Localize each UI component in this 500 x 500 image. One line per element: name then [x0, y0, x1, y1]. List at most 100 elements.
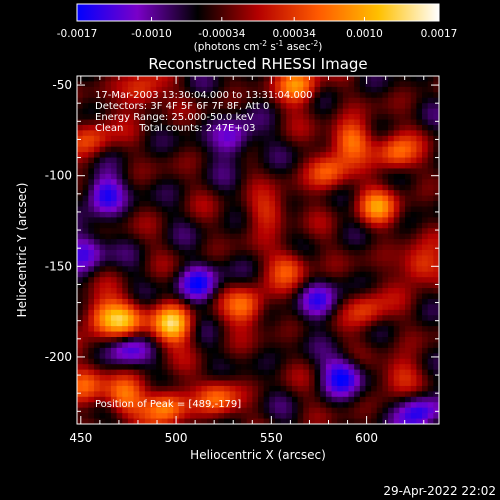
heatmap-cell	[241, 239, 248, 246]
heatmap-cell	[88, 130, 95, 137]
heatmap-cell	[139, 315, 146, 322]
heatmap-cell	[325, 385, 333, 392]
heatmap-cell	[156, 369, 163, 376]
heatmap-cell	[433, 250, 439, 257]
heatmap-cell	[422, 190, 429, 197]
heatmap-cell	[393, 135, 401, 142]
heatmap-cell	[388, 288, 395, 295]
heatmap-cell	[269, 206, 276, 213]
heatmap-cell	[348, 298, 355, 305]
heatmap-cell	[224, 97, 231, 104]
heatmap-cell	[167, 244, 174, 251]
heatmap-cell	[382, 190, 389, 197]
heatmap-cell	[320, 331, 327, 338]
heatmap-cell	[144, 179, 152, 186]
heatmap-cell	[133, 418, 140, 424]
heatmap-cell	[269, 413, 276, 420]
heatmap-cell	[286, 369, 293, 376]
heatmap-cell	[201, 239, 208, 246]
heatmap-cell	[144, 402, 152, 409]
heatmap-cell	[150, 342, 157, 349]
heatmap-cell	[382, 206, 389, 213]
heatmap-cell	[382, 135, 389, 142]
heatmap-cell	[303, 298, 310, 305]
heatmap-cell	[235, 114, 242, 121]
heatmap-cell	[212, 337, 220, 344]
heatmap-cell	[382, 396, 389, 403]
heatmap-cell	[410, 380, 417, 387]
heatmap-cell	[291, 130, 299, 137]
heatmap-cell	[207, 81, 214, 88]
heatmap-cell	[286, 244, 293, 251]
heatmap-cell	[399, 347, 406, 354]
heatmap-cell	[325, 326, 333, 333]
heatmap-cell	[77, 396, 84, 403]
heatmap-cell	[246, 173, 253, 180]
heatmap-cell	[161, 157, 169, 164]
heatmap-cell	[77, 81, 84, 88]
heatmap-cell	[235, 92, 242, 99]
heatmap-cell	[246, 233, 253, 240]
heatmap-cell	[393, 396, 401, 403]
heatmap-cell	[173, 364, 180, 371]
heatmap-cell	[376, 353, 384, 360]
heatmap-cell	[399, 179, 406, 186]
heatmap-cell	[286, 233, 293, 240]
heatmap-cell	[286, 288, 293, 295]
heatmap-cell	[263, 157, 270, 164]
heatmap-cell	[388, 239, 395, 246]
heatmap-cell	[178, 337, 186, 344]
heatmap-cell	[342, 222, 350, 229]
heatmap-cell	[235, 195, 242, 202]
heatmap-cell	[422, 293, 429, 300]
heatmap-cell	[269, 157, 276, 164]
heatmap-cell	[156, 244, 163, 251]
heatmap-cell	[382, 124, 389, 131]
heatmap-cell	[218, 157, 225, 164]
heatmap-cell	[82, 277, 89, 284]
heatmap-cell	[393, 97, 401, 104]
heatmap-cell	[371, 124, 378, 131]
heatmap-cell	[127, 81, 135, 88]
heatmap-cell	[127, 407, 135, 414]
heatmap-cell	[416, 135, 423, 142]
heatmap-cell	[274, 244, 282, 251]
heatmap-cell	[274, 304, 282, 311]
heatmap-cell	[116, 407, 123, 414]
heatmap-cell	[235, 146, 242, 153]
heatmap-cell	[297, 358, 304, 365]
heatmap-cell	[416, 152, 423, 159]
heatmap-cell	[82, 347, 89, 354]
heatmap-cell	[314, 195, 321, 202]
heatmap-cell	[139, 380, 146, 387]
heatmap-cell	[184, 211, 191, 218]
heatmap-cell	[405, 418, 412, 424]
heatmap-cell	[399, 342, 406, 349]
heatmap-cell	[303, 168, 310, 175]
heatmap-cell	[405, 173, 412, 180]
heatmap-cell	[105, 320, 112, 327]
heatmap-cell	[252, 250, 259, 257]
heatmap-cell	[286, 135, 293, 142]
heatmap-cell	[88, 233, 95, 240]
heatmap-cell	[393, 260, 401, 267]
heatmap-cell	[297, 119, 304, 126]
heatmap-cell	[178, 135, 186, 142]
heatmap-cell	[127, 271, 135, 278]
heatmap-cell	[144, 152, 152, 159]
heatmap-cell	[269, 309, 276, 316]
heatmap-cell	[139, 184, 146, 191]
heatmap-cell	[246, 282, 253, 289]
heatmap-cell	[212, 163, 220, 170]
heatmap-cell	[156, 342, 163, 349]
heatmap-cell	[331, 141, 338, 148]
heatmap-cell	[337, 375, 344, 382]
heatmap-cell	[331, 293, 338, 300]
heatmap-cell	[405, 195, 412, 202]
heatmap-cell	[280, 92, 287, 99]
heatmap-cell	[150, 309, 157, 316]
heatmap-cell	[207, 293, 214, 300]
heatmap-cell	[116, 396, 123, 403]
heatmap-cell	[416, 250, 423, 257]
heatmap-cell	[303, 233, 310, 240]
